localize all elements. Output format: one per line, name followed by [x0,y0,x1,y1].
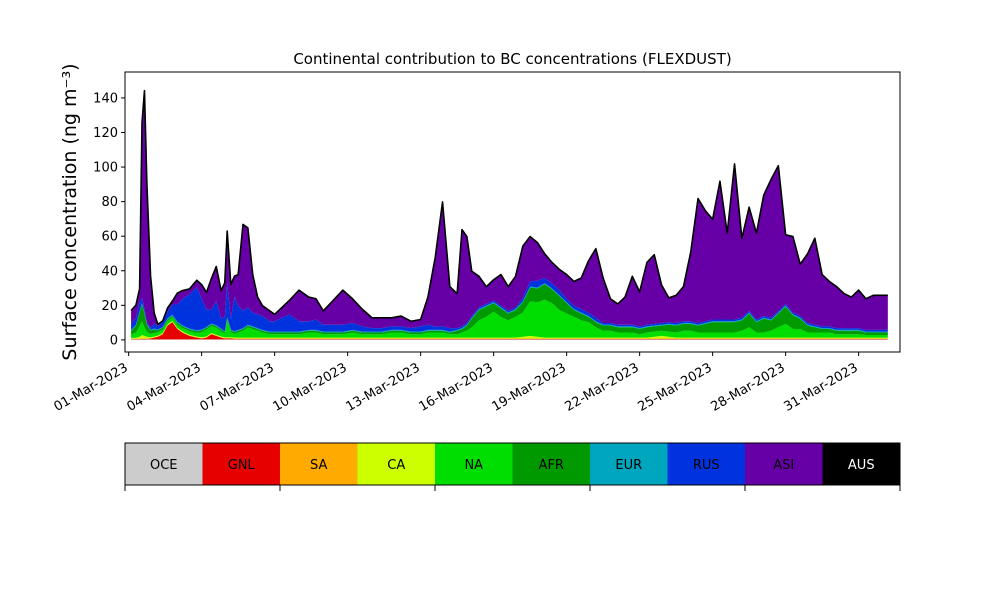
legend-swatch-rus [667,443,745,485]
legend-label-asi: ASI [773,458,794,473]
y-axis-label: Surface concentration (ng m⁻³) [59,63,81,360]
y-axis: 0 20 40 60 80 100 120 140 [93,91,125,348]
y-tick-label: 120 [93,126,118,141]
area-series-asi [131,90,888,330]
area-series-na [131,299,888,338]
legend-swatch-asi [745,443,823,485]
x-tick-label: 19-Mar-2023 [490,360,569,414]
legend-swatch-afr [512,443,590,485]
x-tick-label: 01-Mar-2023 [52,360,131,414]
x-tick-label: 04-Mar-2023 [125,360,204,414]
legend-label-afr: AFR [539,458,564,473]
area-series-rus [131,278,888,332]
x-tick-label: 28-Mar-2023 [708,360,787,414]
area-series-eur [131,283,888,333]
y-tick-label: 0 [110,333,118,348]
x-tick-label: 16-Mar-2023 [417,360,496,414]
x-tick-label: 13-Mar-2023 [344,360,423,414]
legend-frame [124,442,901,486]
legend-swatch-ca [357,443,435,485]
area-series-sa [131,321,888,340]
legend-label-rus: RUS [693,458,720,473]
area-layers [131,90,888,340]
legend: OCE GNL SA CA NA AFR EUR RUS ASI AUS [124,442,901,491]
y-tick-label: 20 [101,299,118,314]
legend-label-gnl: GNL [228,458,256,473]
x-tick-label: 22-Mar-2023 [563,360,642,414]
legend-label-ca: CA [387,458,405,473]
legend-label-oce: OCE [150,458,178,473]
y-tick-label: 140 [93,91,118,106]
x-tick-label: 10-Mar-2023 [271,360,350,414]
legend-label-sa: SA [310,458,327,473]
area-series-afr [131,284,888,336]
legend-swatch-eur [590,443,668,485]
legend-swatch-sa [280,443,358,485]
y-tick-label: 100 [93,161,118,176]
y-tick-label: 80 [101,195,118,210]
legend-label-na: NA [464,458,483,473]
chart-title: Continental contribution to BC concentra… [293,50,731,68]
area-series-oce [131,339,888,340]
y-tick-label: 60 [101,230,118,245]
total-outline-line [130,89,888,326]
legend-swatch-gnl [202,443,280,485]
plot-frame [124,71,901,353]
area-series-ca [131,320,888,339]
area-series-gnl [131,322,888,340]
legend-label-eur: EUR [615,458,642,473]
x-tick-label: 07-Mar-2023 [198,360,277,414]
legend-swatch-na [435,443,513,485]
legend-label-aus: AUS [848,458,875,473]
y-tick-label: 40 [101,264,118,279]
legend-swatch-aus [822,443,900,485]
x-tick-label: 31-Mar-2023 [781,360,860,414]
legend-swatch-oce [125,443,203,485]
x-tick-label: 25-Mar-2023 [636,360,715,414]
x-axis: 01-Mar-202304-Mar-202307-Mar-202310-Mar-… [52,352,861,415]
